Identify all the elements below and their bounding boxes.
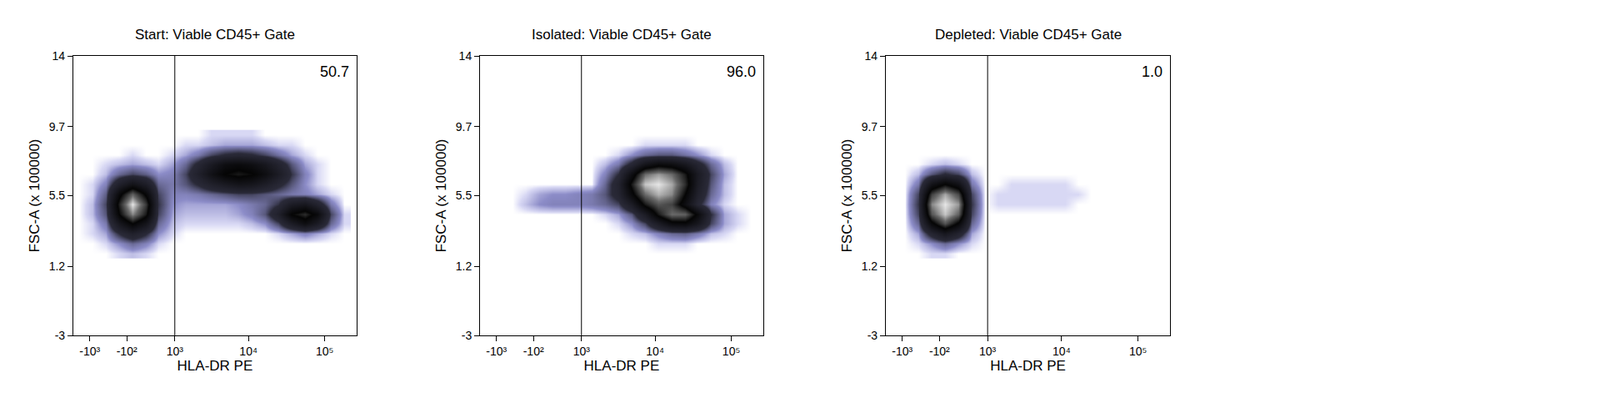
svg-text:HLA-DR PE: HLA-DR PE [990, 357, 1066, 374]
svg-text:1.2: 1.2 [49, 259, 66, 273]
svg-text:-10²: -10² [523, 344, 545, 358]
svg-text:96.0: 96.0 [726, 63, 756, 80]
svg-text:14: 14 [865, 49, 879, 63]
svg-text:10³: 10³ [573, 344, 591, 358]
svg-text:1.0: 1.0 [1141, 63, 1163, 80]
svg-text:9.7: 9.7 [861, 120, 879, 134]
svg-text:50.7: 50.7 [320, 63, 350, 80]
svg-text:5.5: 5.5 [455, 188, 473, 202]
svg-text:-3: -3 [867, 328, 879, 342]
svg-text:10³: 10³ [166, 344, 185, 358]
svg-text:1.2: 1.2 [861, 259, 879, 273]
svg-text:-3: -3 [461, 328, 473, 342]
svg-text:10⁴: 10⁴ [1052, 344, 1071, 358]
svg-text:-10³: -10³ [891, 344, 913, 358]
svg-text:10⁴: 10⁴ [239, 344, 258, 358]
svg-text:10⁴: 10⁴ [645, 344, 665, 358]
svg-text:Isolated: Viable CD45+ Gate: Isolated: Viable CD45+ Gate [531, 26, 712, 43]
svg-text:HLA-DR PE: HLA-DR PE [584, 357, 660, 374]
svg-text:-10²: -10² [929, 344, 950, 358]
svg-text:9.7: 9.7 [49, 120, 66, 134]
svg-text:-10³: -10³ [485, 344, 507, 358]
svg-text:Depleted: Viable CD45+ Gate: Depleted: Viable CD45+ Gate [935, 26, 1122, 43]
svg-text:FSC-A (x 100000): FSC-A (x 100000) [433, 138, 450, 252]
svg-text:10⁵: 10⁵ [722, 344, 740, 358]
svg-text:FSC-A (x 100000): FSC-A (x 100000) [26, 138, 43, 252]
svg-text:FSC-A (x 100000): FSC-A (x 100000) [839, 138, 855, 252]
svg-text:HLA-DR PE: HLA-DR PE [177, 357, 254, 374]
svg-text:-3: -3 [55, 328, 66, 342]
svg-text:Start: Viable CD45+ Gate: Start: Viable CD45+ Gate [135, 26, 295, 43]
svg-text:1.2: 1.2 [455, 259, 473, 273]
svg-text:14: 14 [52, 49, 66, 63]
svg-text:-10²: -10² [116, 344, 138, 358]
svg-text:10⁵: 10⁵ [315, 344, 334, 358]
svg-text:10⁵: 10⁵ [1129, 344, 1147, 358]
svg-text:10³: 10³ [979, 344, 997, 358]
svg-text:9.7: 9.7 [455, 120, 473, 134]
svg-text:-10³: -10³ [79, 344, 100, 358]
svg-text:5.5: 5.5 [49, 188, 66, 202]
svg-text:5.5: 5.5 [861, 188, 879, 202]
svg-text:14: 14 [459, 49, 473, 63]
